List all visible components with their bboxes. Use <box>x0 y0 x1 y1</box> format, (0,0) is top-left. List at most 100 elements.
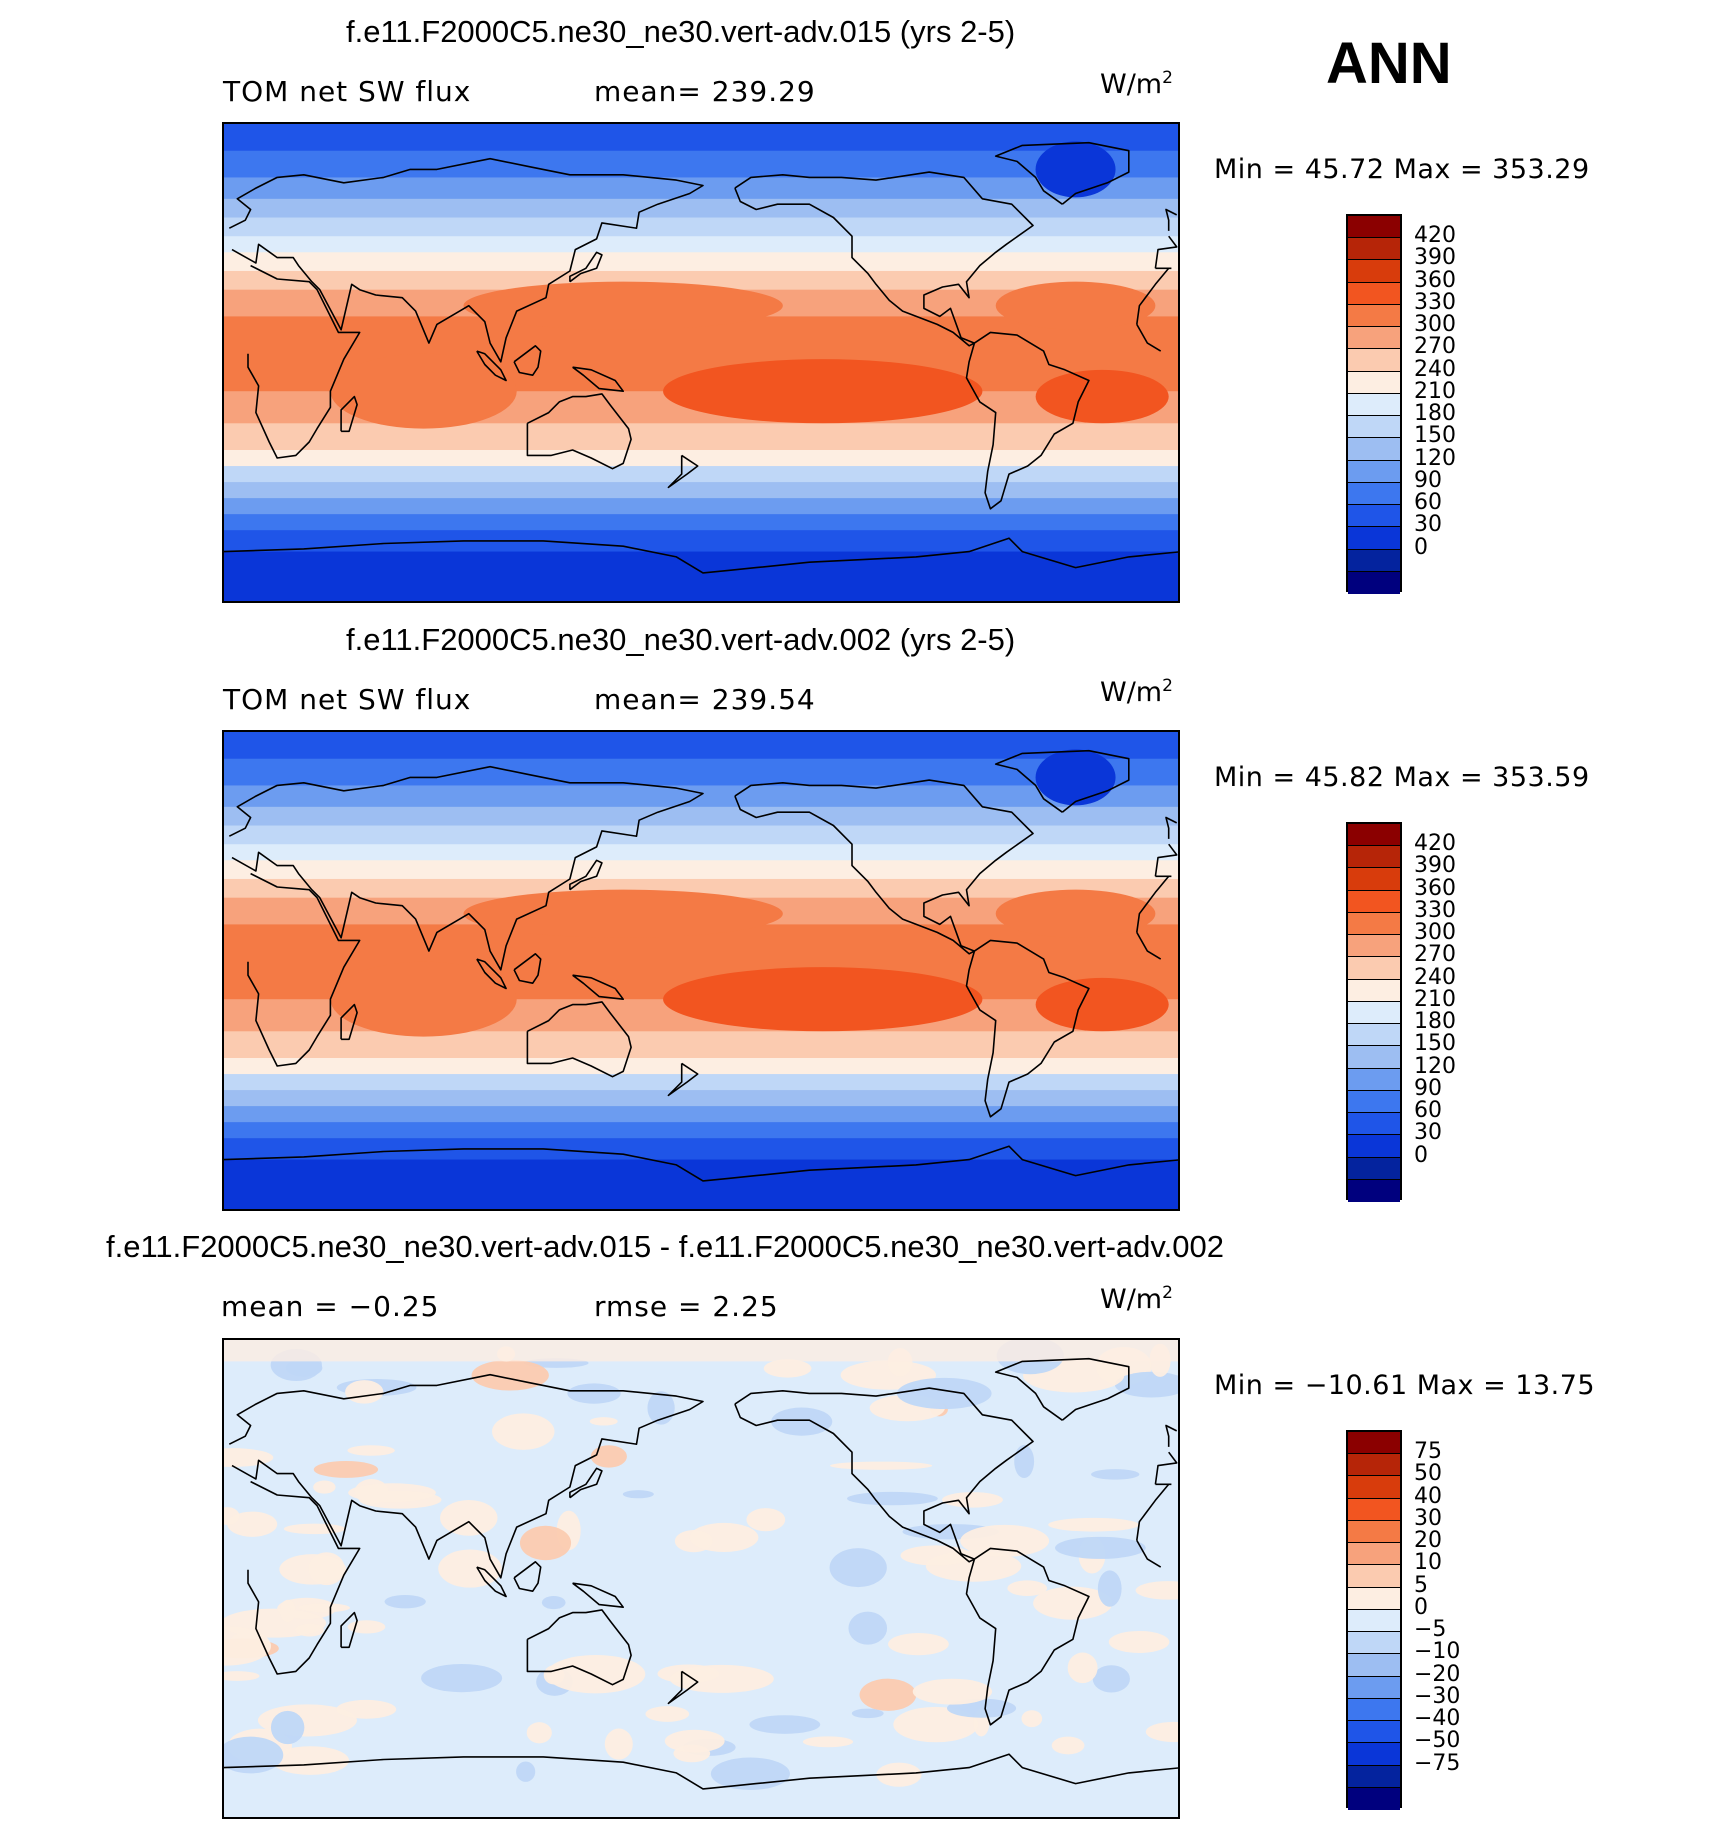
colorbar-tick-label: 360 <box>1414 267 1456 293</box>
contour-band <box>847 1491 938 1506</box>
contour-band <box>995 889 1156 938</box>
contour-band <box>689 1522 759 1553</box>
contour-band <box>330 961 517 1037</box>
colorbar-segment <box>1348 1157 1400 1180</box>
contour-band <box>492 1413 555 1450</box>
contour-band <box>224 732 1178 760</box>
contour-band <box>224 551 1178 601</box>
colorbar-segment <box>1348 979 1400 1002</box>
colorbar-segment <box>1348 571 1400 594</box>
colorbar-segment <box>1348 327 1400 350</box>
contour-band <box>224 1074 1178 1092</box>
contour-band <box>224 466 1178 484</box>
contour-map <box>224 124 1178 601</box>
colorbar-tick-label: 30 <box>1414 1505 1442 1531</box>
colorbar-segment <box>1348 371 1400 394</box>
colorbar-segment <box>1348 282 1400 305</box>
contour-band <box>896 1377 992 1410</box>
coastline <box>572 974 624 1000</box>
map-panel-2 <box>222 730 1180 1211</box>
colorbar-segment <box>1348 1179 1400 1202</box>
coastline <box>476 350 507 382</box>
contour-band <box>645 1706 690 1722</box>
colorbar-segment <box>1348 482 1400 506</box>
contour-band <box>664 1729 725 1753</box>
coastline <box>526 393 632 470</box>
mean-label: mean = −0.25 <box>221 1290 440 1323</box>
colorbar-tick-label: 120 <box>1414 445 1456 471</box>
contour-band <box>224 878 1178 899</box>
colorbar-tick-label: 30 <box>1414 512 1442 538</box>
colorbar-segment <box>1348 868 1400 891</box>
units-label: W/m2 <box>1100 68 1173 100</box>
colorbar-segment <box>1348 438 1400 461</box>
contour-band <box>336 1699 397 1719</box>
coastline <box>513 953 542 984</box>
colorbar-tick-label: 390 <box>1414 245 1456 271</box>
contour-band <box>995 281 1156 330</box>
colorbar-tick-label: −30 <box>1414 1683 1461 1709</box>
contour-band <box>749 1715 821 1734</box>
units-label: W/m2 <box>1100 676 1173 708</box>
colorbar-tick-label: 270 <box>1414 334 1456 360</box>
coastline <box>667 454 699 489</box>
contour-band <box>830 1461 933 1470</box>
contour-band <box>285 1359 323 1377</box>
colorbar-segment <box>1348 1743 1400 1766</box>
contour-band <box>942 1492 1003 1508</box>
colorbar <box>1346 1430 1402 1810</box>
contour-band <box>526 1722 552 1744</box>
colorbar-tick-label: 50 <box>1414 1461 1442 1487</box>
contour-band <box>224 236 1178 254</box>
colorbar-tick-label: 300 <box>1414 920 1456 946</box>
contour-band <box>224 860 1178 880</box>
contour-band <box>663 359 983 424</box>
coastline <box>340 1003 358 1041</box>
colorbar-tick-label: 90 <box>1414 1075 1442 1101</box>
coastline <box>476 1566 507 1598</box>
colorbar-tick-label: 0 <box>1414 534 1428 560</box>
colorbar-segment <box>1348 505 1400 528</box>
coastline <box>228 765 1178 971</box>
contour-band <box>313 1460 379 1478</box>
colorbar-segment <box>1348 1543 1400 1566</box>
contour-band <box>224 1031 1178 1060</box>
colorbar-segment <box>1348 304 1400 328</box>
contour-band <box>1014 1444 1035 1479</box>
colorbar-tick-label: 240 <box>1414 964 1456 990</box>
colorbar-tick-label: 120 <box>1414 1053 1456 1079</box>
contour-band <box>1092 1665 1130 1693</box>
contour-band <box>859 1678 917 1711</box>
contour-band <box>1007 1580 1048 1596</box>
contour-band <box>710 1757 790 1791</box>
colorbar-segment <box>1348 935 1400 958</box>
coastline <box>994 1357 1130 1421</box>
colorbar-tick-label: −20 <box>1414 1661 1461 1687</box>
contour-band <box>669 1664 774 1693</box>
coastline <box>734 1387 1034 1563</box>
map-panel-3 <box>222 1338 1180 1819</box>
contour-band <box>224 1671 260 1681</box>
coastline <box>224 1753 1178 1790</box>
contour-band <box>1097 1570 1122 1607</box>
contour-band <box>1108 1630 1170 1654</box>
colorbar-tick-label: −10 <box>1414 1639 1461 1665</box>
contour-band <box>224 252 1178 272</box>
contour-band <box>1091 1469 1140 1480</box>
colorbar-segment <box>1348 527 1400 550</box>
colorbar-segment <box>1348 1587 1400 1610</box>
contour-band <box>1114 1371 1178 1398</box>
coastline <box>513 345 542 376</box>
coastline <box>224 1145 1178 1182</box>
contour-band <box>348 1483 436 1503</box>
contour-band <box>224 758 1178 787</box>
contour-band <box>224 177 1178 200</box>
coastline <box>572 1582 624 1608</box>
coastline <box>572 366 624 392</box>
contour-band <box>224 423 1178 452</box>
coastline <box>228 157 1178 363</box>
colorbar-tick-label: 75 <box>1414 1439 1442 1465</box>
colorbar-segment <box>1348 1454 1400 1477</box>
contour-band <box>345 1380 384 1404</box>
contour-band <box>541 1595 566 1610</box>
